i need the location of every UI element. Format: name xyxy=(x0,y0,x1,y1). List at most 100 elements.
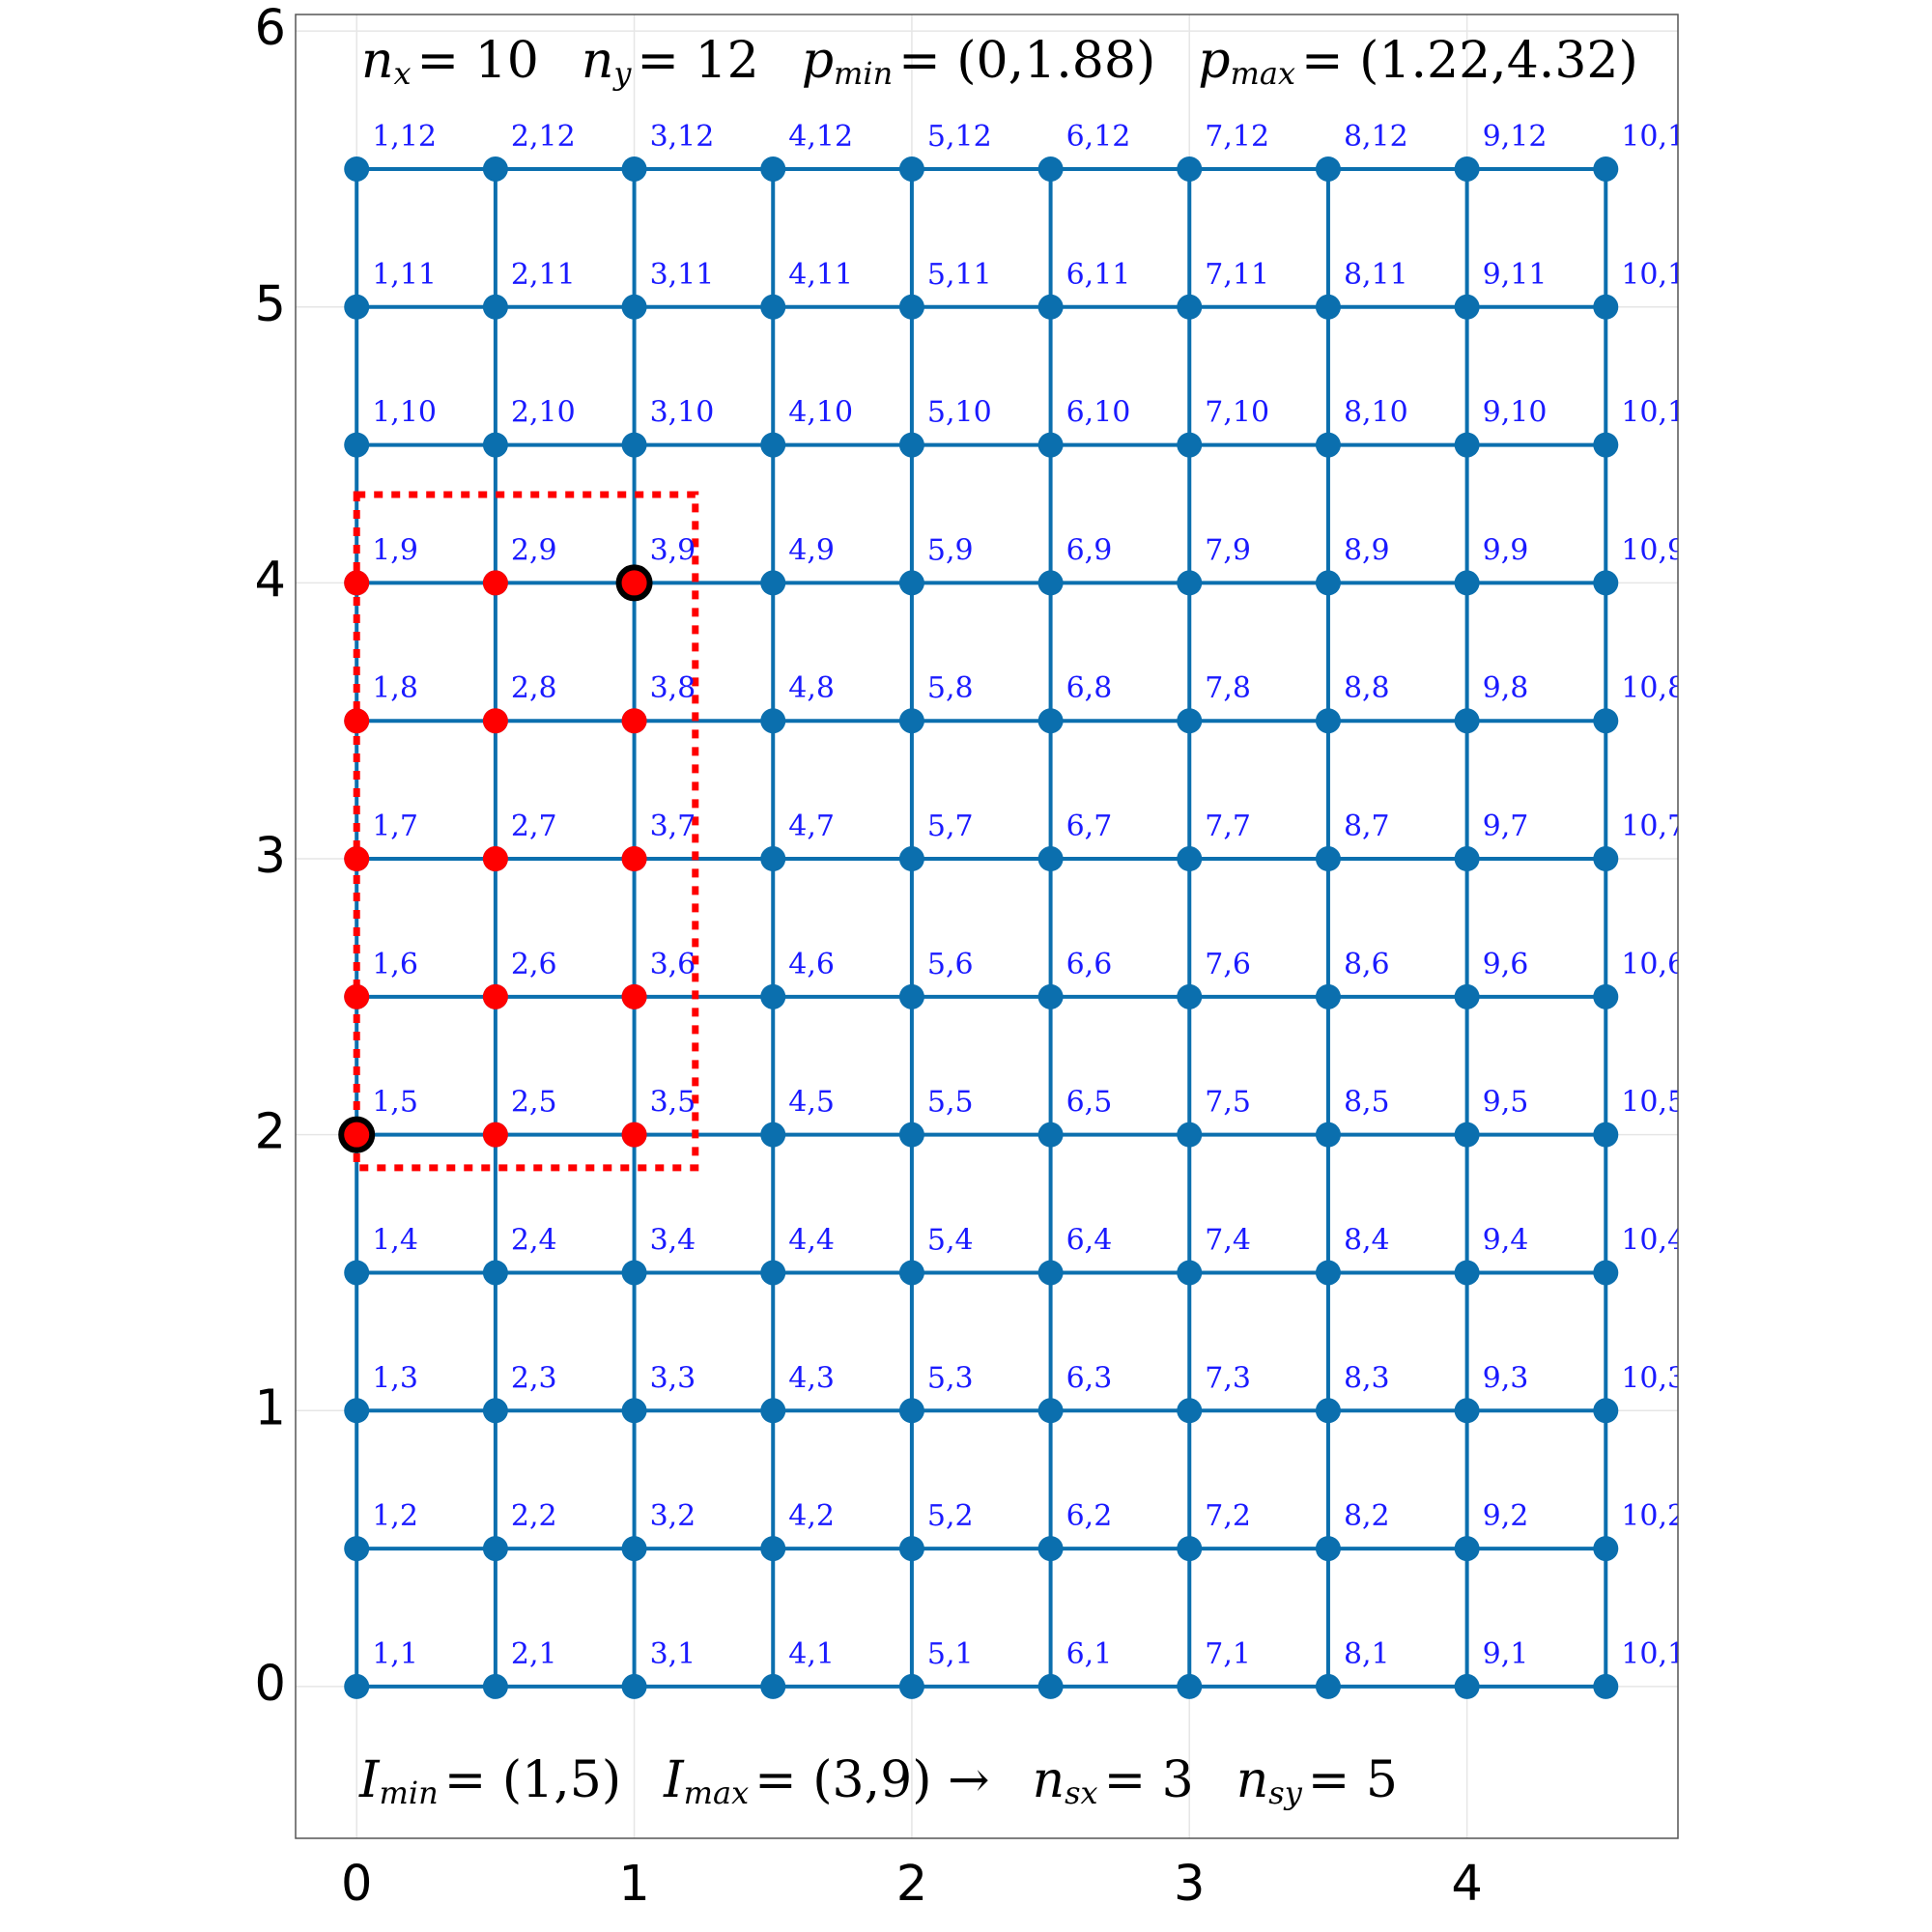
node-label: 5,6 xyxy=(927,948,974,981)
node-label: 7,8 xyxy=(1205,671,1251,705)
grid-node xyxy=(1037,1673,1064,1699)
grid-node xyxy=(898,708,924,734)
x-tick-label: 2 xyxy=(896,1856,927,1913)
selected-node xyxy=(482,708,508,734)
node-label: 9,1 xyxy=(1483,1637,1529,1671)
node-label: 6,5 xyxy=(1066,1086,1113,1120)
node-label: 5,10 xyxy=(927,396,992,430)
math-value: = 10 xyxy=(417,32,539,90)
grid-node xyxy=(1454,983,1480,1009)
grid-node xyxy=(760,1122,786,1148)
node-label: 2,5 xyxy=(511,1086,557,1120)
y-tick-label: 0 xyxy=(255,1656,286,1713)
math-symbol: n xyxy=(582,32,614,90)
node-label: 2,7 xyxy=(511,810,557,843)
node-label: 7,9 xyxy=(1205,533,1251,567)
math-subscript: max xyxy=(684,1775,749,1811)
math-value: = 12 xyxy=(637,32,758,90)
node-label: 1,9 xyxy=(372,533,418,567)
node-label: 10,3 xyxy=(1621,1361,1686,1395)
selected-node xyxy=(482,983,508,1009)
node-label: 10,9 xyxy=(1621,533,1686,567)
selected-node xyxy=(621,1122,647,1148)
grid-node xyxy=(1315,708,1341,734)
node-label: 6,2 xyxy=(1066,1499,1113,1533)
node-label: 1,10 xyxy=(372,396,437,430)
node-label: 3,1 xyxy=(650,1637,696,1671)
grid-node xyxy=(1177,846,1203,872)
math-symbol: p xyxy=(802,32,834,90)
node-label: 1,6 xyxy=(372,948,418,981)
grid-node xyxy=(898,570,924,596)
node-label: 9,10 xyxy=(1483,396,1548,430)
selected-node xyxy=(482,846,508,872)
y-tick-label: 5 xyxy=(255,276,286,333)
math-value: = 3 xyxy=(1104,1751,1194,1809)
grid-node xyxy=(1177,1122,1203,1148)
grid-node xyxy=(1315,1536,1341,1562)
grid-node xyxy=(1454,1536,1480,1562)
tick-labels: 0 1 2 3 4 0 1 2 3 4 5 6 xyxy=(255,0,1483,1913)
grid-node xyxy=(482,1673,508,1699)
grid-node xyxy=(482,1260,508,1286)
node-label: 8,3 xyxy=(1344,1361,1390,1395)
x-tick-label: 0 xyxy=(341,1856,372,1913)
node-label: 10,6 xyxy=(1621,948,1686,981)
node-label: 3,2 xyxy=(650,1499,696,1533)
math-symbol: p xyxy=(1198,32,1230,90)
grid-node xyxy=(1037,294,1064,320)
grid-node xyxy=(1177,156,1203,182)
node-label: 8,6 xyxy=(1344,948,1390,981)
grid-node xyxy=(621,294,647,320)
grid-node xyxy=(1454,1260,1480,1286)
node-label: 1,4 xyxy=(372,1223,418,1257)
grid-node xyxy=(1454,432,1480,458)
grid-node xyxy=(621,432,647,458)
node-label: 3,5 xyxy=(650,1086,696,1120)
grid-node xyxy=(1177,983,1203,1009)
selected-node xyxy=(621,708,647,734)
grid-node xyxy=(898,1536,924,1562)
selected-node xyxy=(621,846,647,872)
annotation: Imin = (1,5) Imax = (3,9) → nsx = 3 nsy = 5 xyxy=(358,1751,1398,1811)
node-label: 2,2 xyxy=(511,1499,557,1533)
node-label: 8,9 xyxy=(1344,533,1390,567)
node-label: 5,4 xyxy=(927,1223,974,1257)
grid-node xyxy=(1315,156,1341,182)
node-label: 1,7 xyxy=(372,810,418,843)
grid-node xyxy=(760,156,786,182)
grid-node xyxy=(621,1260,647,1286)
node-label: 3,11 xyxy=(650,258,715,292)
node-label: 4,9 xyxy=(788,533,835,567)
corner-node xyxy=(615,564,653,602)
node-label: 6,12 xyxy=(1066,120,1131,154)
node-label: 8,7 xyxy=(1344,810,1390,843)
grid-node xyxy=(1593,1536,1619,1562)
node-label: 8,12 xyxy=(1344,120,1408,154)
node-label: 4,5 xyxy=(788,1086,835,1120)
selection-box xyxy=(353,491,699,1172)
node-label: 6,10 xyxy=(1066,396,1131,430)
node-label: 2,10 xyxy=(511,396,576,430)
node-label: 5,12 xyxy=(927,120,992,154)
grid-node xyxy=(1454,1122,1480,1148)
node-label: 7,3 xyxy=(1205,1361,1251,1395)
grid-node xyxy=(760,1536,786,1562)
node-label: 7,1 xyxy=(1205,1637,1251,1671)
node-label: 10,11 xyxy=(1621,258,1704,292)
grid-node xyxy=(1315,1260,1341,1286)
grid-node xyxy=(898,1260,924,1286)
node-label: 5,7 xyxy=(927,810,974,843)
math-value: = (3,9) → xyxy=(754,1751,989,1809)
node-label: 1,12 xyxy=(372,120,437,154)
node-label: 4,12 xyxy=(788,120,853,154)
x-tick-label: 1 xyxy=(618,1856,649,1913)
node-label: 7,6 xyxy=(1205,948,1251,981)
node-label: 5,5 xyxy=(927,1086,974,1120)
node-label: 10,7 xyxy=(1621,810,1686,843)
plot-frame xyxy=(295,14,1679,1839)
grid-node xyxy=(1593,708,1619,734)
grid-node xyxy=(1454,708,1480,734)
grid-node xyxy=(760,983,786,1009)
